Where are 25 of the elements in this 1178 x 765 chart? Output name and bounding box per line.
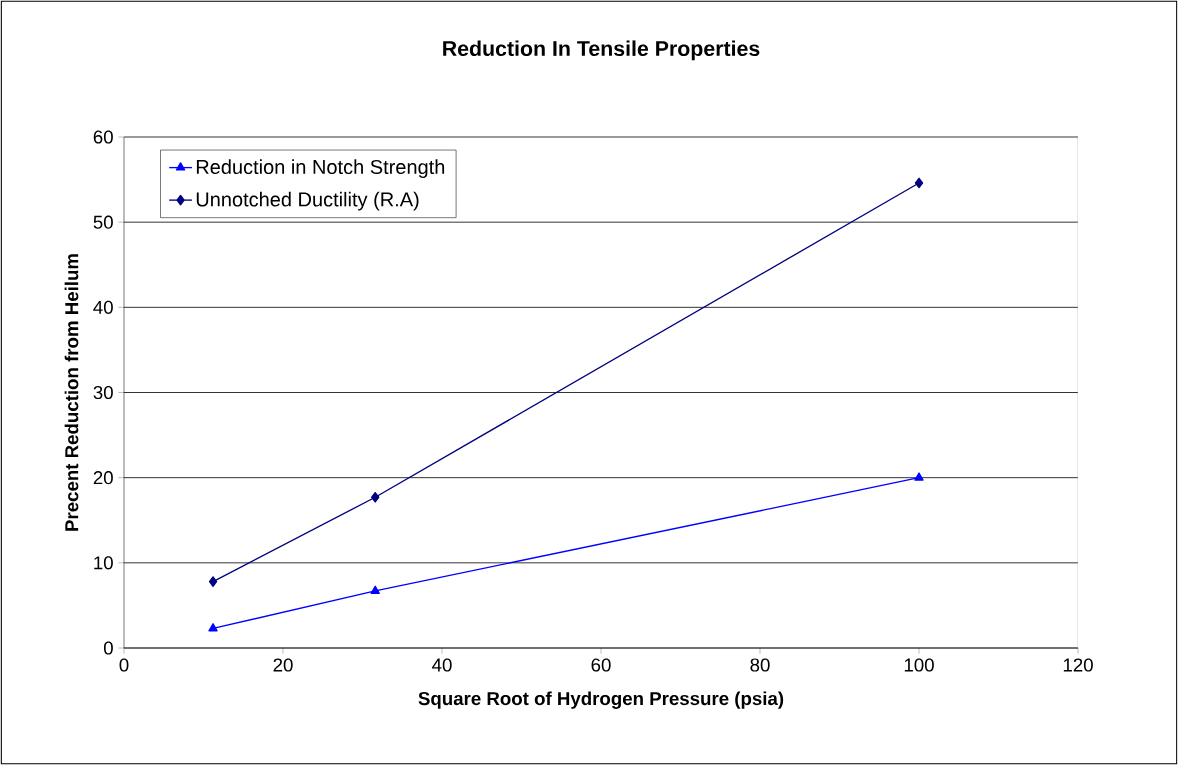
point bbox=[208, 576, 218, 587]
y-tick-label: 10 bbox=[94, 556, 113, 570]
y-tick-label: 30 bbox=[93, 385, 113, 400]
point bbox=[370, 585, 380, 594]
x-tick-label: 100 bbox=[904, 658, 934, 672]
y-tick-label: 40 bbox=[93, 300, 113, 314]
y-tick-label: 0 bbox=[103, 641, 113, 655]
legend-label: Reduction in Notch Strength bbox=[196, 159, 445, 178]
x-axis-title: Square Root of Hydrogen Pressure (psia) bbox=[418, 691, 784, 709]
point bbox=[914, 177, 924, 189]
x-tick-label: 0 bbox=[119, 658, 129, 672]
x-tick-label: 60 bbox=[591, 658, 611, 672]
legend-label: Unnotched Ductility (R.A) bbox=[196, 191, 419, 211]
x-tick-label: 120 bbox=[1063, 658, 1093, 672]
y-tick-label: 60 bbox=[93, 130, 113, 144]
x-tick-label: 40 bbox=[432, 658, 452, 672]
point bbox=[371, 491, 380, 503]
y-axis-title: Precent Reduction from Heilum bbox=[64, 254, 79, 531]
point bbox=[208, 623, 218, 632]
chart-title: Reduction In Tensile Properties bbox=[443, 40, 760, 61]
x-tick-label: 80 bbox=[750, 658, 770, 672]
y-tick-label: 20 bbox=[93, 471, 113, 485]
point bbox=[914, 472, 924, 481]
y-tick-label: 50 bbox=[93, 215, 113, 229]
x-tick-label: 20 bbox=[273, 658, 293, 672]
